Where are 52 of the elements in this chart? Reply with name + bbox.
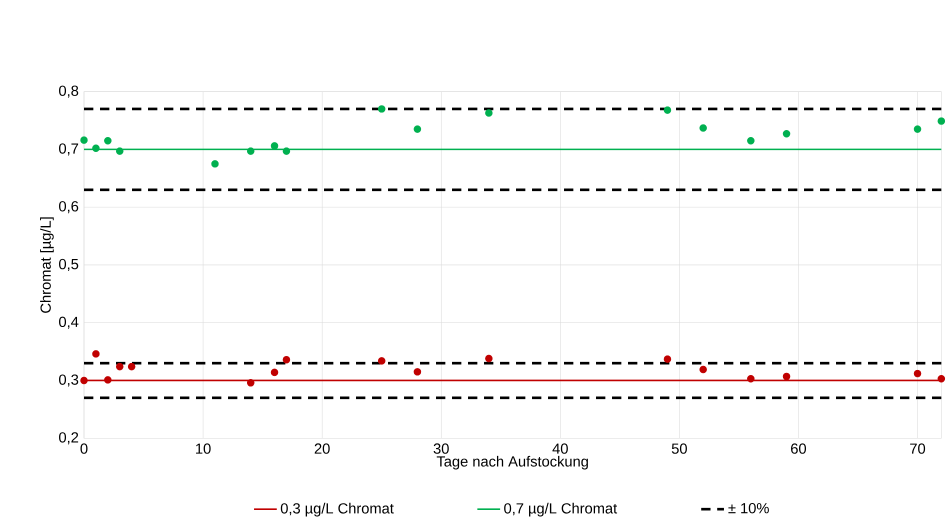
y-tick-label: 0,6 bbox=[59, 201, 78, 214]
point bbox=[80, 136, 88, 144]
x-tick-label: 30 bbox=[434, 443, 449, 454]
point bbox=[116, 147, 124, 155]
point bbox=[270, 368, 278, 376]
legend-label: 0,3 µg/L Chromat bbox=[280, 502, 394, 516]
y-tick-label: 0,3 bbox=[59, 374, 78, 387]
point bbox=[378, 357, 386, 365]
point bbox=[414, 125, 422, 133]
point bbox=[747, 136, 755, 144]
point bbox=[104, 376, 112, 384]
point bbox=[782, 130, 790, 138]
y-tick-label: 0,5 bbox=[59, 258, 78, 272]
point bbox=[914, 125, 922, 133]
point bbox=[485, 109, 493, 117]
legend-label: 0,7 µg/L Chromat bbox=[504, 502, 618, 516]
x-tick-label: 70 bbox=[910, 443, 926, 454]
point bbox=[747, 375, 755, 383]
point bbox=[282, 147, 290, 155]
legend-label: ± 10% bbox=[728, 503, 769, 514]
point bbox=[485, 354, 493, 362]
point bbox=[378, 105, 386, 113]
point bbox=[246, 147, 254, 155]
x-tick-label: 20 bbox=[314, 443, 330, 454]
y-tick-label: 0,4 bbox=[59, 316, 78, 329]
point bbox=[699, 124, 707, 132]
point bbox=[914, 370, 922, 378]
point bbox=[664, 106, 672, 114]
point bbox=[128, 362, 136, 370]
point bbox=[414, 368, 422, 376]
point bbox=[116, 362, 124, 370]
x-tick-label: 0 bbox=[80, 443, 88, 454]
y-tick-label: 0,8 bbox=[59, 86, 78, 98]
x-tick-label: 50 bbox=[672, 443, 687, 454]
point bbox=[246, 379, 254, 387]
point bbox=[211, 160, 219, 168]
y-tick-label: 0,7 bbox=[59, 143, 78, 156]
x-tick-label: 60 bbox=[791, 443, 806, 454]
point bbox=[104, 136, 112, 144]
x-axis-title: Tage nach Aufstockung bbox=[436, 456, 588, 470]
y-tick-label: 0,2 bbox=[59, 432, 78, 444]
point bbox=[699, 366, 707, 374]
point bbox=[782, 372, 790, 380]
point bbox=[270, 142, 278, 150]
x-tick-label: 40 bbox=[552, 443, 568, 454]
point bbox=[664, 355, 672, 363]
point bbox=[92, 350, 100, 358]
point bbox=[80, 376, 88, 384]
x-tick-label: 10 bbox=[196, 443, 211, 454]
point bbox=[282, 356, 290, 364]
y-axis-title: Chromat [µg/L] bbox=[40, 217, 54, 313]
point bbox=[92, 144, 100, 152]
